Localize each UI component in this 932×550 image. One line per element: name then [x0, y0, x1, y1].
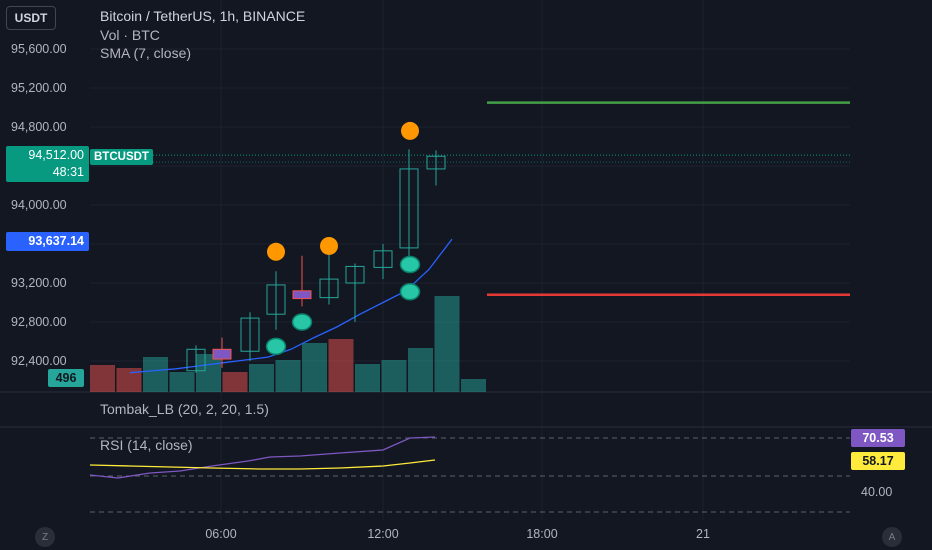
time-label: 21: [696, 527, 710, 541]
volume-bar: [196, 354, 221, 392]
rsi-legend[interactable]: RSI (14, close): [100, 437, 193, 453]
candle-body: [266, 284, 286, 315]
signal-dot-teal: [265, 337, 287, 356]
signal-dot-orange: [267, 242, 285, 261]
candle-body: [345, 265, 365, 284]
time-label: 06:00: [205, 527, 237, 541]
volume-bar: [169, 372, 195, 392]
signal-dot-teal: [291, 313, 313, 331]
signal-dot-teal: [399, 283, 421, 301]
volume-bar: [143, 357, 168, 392]
sma-line: [129, 238, 453, 374]
current-price-badge: 94,512.00 48:31: [6, 146, 89, 182]
price-label: 94,800.00: [11, 120, 67, 134]
volume-bar: [408, 348, 433, 392]
volume-bar: [461, 379, 486, 392]
volume-legend[interactable]: Vol · BTC: [100, 27, 160, 43]
candle-body: [212, 348, 232, 360]
price-label: 94,000.00: [11, 198, 67, 212]
rsi-value-badge: 70.53: [851, 429, 905, 447]
symbol-title[interactable]: Bitcoin / TetherUS, 1h, BINANCE: [100, 8, 306, 24]
price-label: 92,400.00: [11, 354, 67, 368]
time-label: 18:00: [526, 527, 558, 541]
sma-price-badge: 93,637.14: [6, 232, 89, 251]
candle-body: [319, 278, 339, 299]
candle-body: [292, 290, 312, 300]
volume-bar: [249, 364, 274, 392]
sma-legend[interactable]: SMA (7, close): [100, 45, 192, 61]
price-label: 92,800.00: [11, 315, 67, 329]
time-label: 12:00: [367, 527, 399, 541]
candle-body: [186, 348, 206, 372]
signal-dot-orange: [401, 121, 419, 140]
signal-dot-teal: [399, 255, 421, 274]
candle-body: [240, 317, 260, 352]
auto-scale-button[interactable]: A: [882, 527, 902, 547]
rsi-ma-line: [89, 459, 436, 470]
bar-countdown: 48:31: [52, 165, 84, 179]
candle-body: [399, 168, 419, 249]
volume-bar: [90, 365, 115, 392]
candle-body: [373, 250, 393, 268]
rsi-level-label: 40.00: [861, 485, 893, 499]
zoom-reset-button[interactable]: Z: [35, 527, 55, 547]
volume-badge: 496: [48, 369, 84, 387]
volume-bar: [355, 364, 380, 392]
volume-bar: [434, 296, 460, 392]
rsi-ma-value-badge: 58.17: [851, 452, 905, 470]
volume-bar: [328, 339, 354, 392]
volume-bar: [222, 372, 248, 392]
indicator-legend[interactable]: Tombak_LB (20, 2, 20, 1.5): [100, 401, 269, 417]
candle-body: [426, 155, 446, 170]
volume-bar: [275, 360, 301, 392]
current-price: 94,512.00: [28, 148, 84, 162]
symbol-tag: BTCUSDT: [90, 149, 153, 165]
volume-bar: [381, 360, 407, 392]
rsi-line: [89, 436, 436, 479]
price-label: 93,200.00: [11, 276, 67, 290]
price-label: 95,200.00: [11, 81, 67, 95]
volume-bar: [302, 343, 327, 392]
price-label: 95,600.00: [11, 42, 67, 56]
signal-dot-orange: [320, 236, 338, 255]
currency-button[interactable]: USDT: [6, 6, 56, 30]
